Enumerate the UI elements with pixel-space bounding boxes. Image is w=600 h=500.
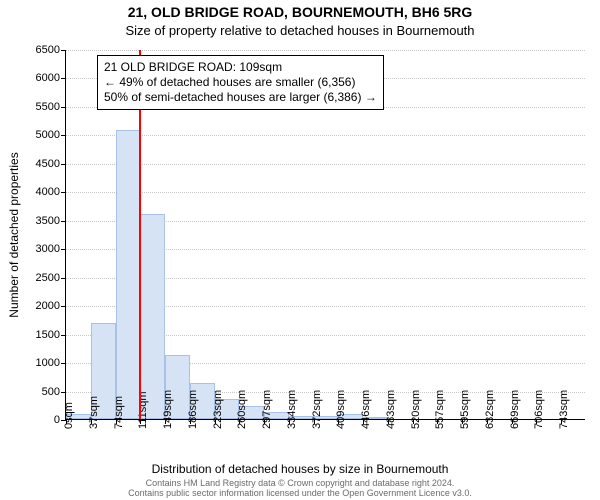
ytick-label: 5500 (36, 101, 66, 113)
xtick-label: 483sqm (385, 390, 397, 429)
bar (140, 214, 165, 419)
ytick-label: 500 (42, 386, 66, 398)
xtick-label: 74sqm (113, 396, 125, 429)
xtick-label: 706sqm (533, 390, 545, 429)
xtick-label: 743sqm (558, 390, 570, 429)
xtick-label: 297sqm (261, 390, 273, 429)
xtick-label: 669sqm (509, 390, 521, 429)
footer-line2: Contains public sector information licen… (128, 489, 472, 499)
xtick-label: 334sqm (286, 390, 298, 429)
y-axis-label: Number of detached properties (7, 152, 21, 317)
xtick-label: 0sqm (63, 402, 75, 429)
xtick-label: 595sqm (459, 390, 471, 429)
gridline (66, 192, 585, 193)
ytick-label: 1000 (36, 357, 66, 369)
ytick-label: 5000 (36, 129, 66, 141)
xtick-label: 223sqm (212, 390, 224, 429)
ytick-label: 3000 (36, 243, 66, 255)
xtick-label: 372sqm (311, 390, 323, 429)
bar (116, 130, 141, 419)
xtick-label: 409sqm (335, 390, 347, 429)
ytick-label: 2000 (36, 300, 66, 312)
xtick-label: 557sqm (434, 390, 446, 429)
subtitle: Size of property relative to detached ho… (0, 23, 600, 39)
ytick-label: 3500 (36, 215, 66, 227)
ytick-label: 1500 (36, 329, 66, 341)
gridline (66, 135, 585, 136)
ytick-label: 4500 (36, 158, 66, 170)
ytick-label: 2500 (36, 272, 66, 284)
ytick-label: 6500 (36, 44, 66, 56)
xtick-label: 186sqm (187, 390, 199, 429)
gridline (66, 50, 585, 51)
xtick-label: 149sqm (162, 390, 174, 429)
ytick-label: 4000 (36, 186, 66, 198)
gridline (66, 164, 585, 165)
legend-box: 21 OLD BRIDGE ROAD: 109sqm ← 49% of deta… (97, 55, 384, 110)
xtick-label: 520sqm (410, 390, 422, 429)
legend-line-larger: 50% of semi-detached houses are larger (… (104, 90, 377, 105)
chart-container: 21, OLD BRIDGE ROAD, BOURNEMOUTH, BH6 5R… (0, 0, 600, 500)
title: 21, OLD BRIDGE ROAD, BOURNEMOUTH, BH6 5R… (0, 0, 600, 21)
x-axis-label: Distribution of detached houses by size … (152, 462, 449, 476)
xtick-label: 632sqm (484, 390, 496, 429)
xtick-label: 260sqm (236, 390, 248, 429)
legend-line-property: 21 OLD BRIDGE ROAD: 109sqm (104, 60, 377, 75)
ytick-label: 6000 (36, 72, 66, 84)
xtick-label: 37sqm (88, 396, 100, 429)
xtick-label: 446sqm (360, 390, 372, 429)
footer-attribution: Contains HM Land Registry data © Crown c… (128, 479, 472, 499)
legend-line-smaller: ← 49% of detached houses are smaller (6,… (104, 75, 377, 90)
